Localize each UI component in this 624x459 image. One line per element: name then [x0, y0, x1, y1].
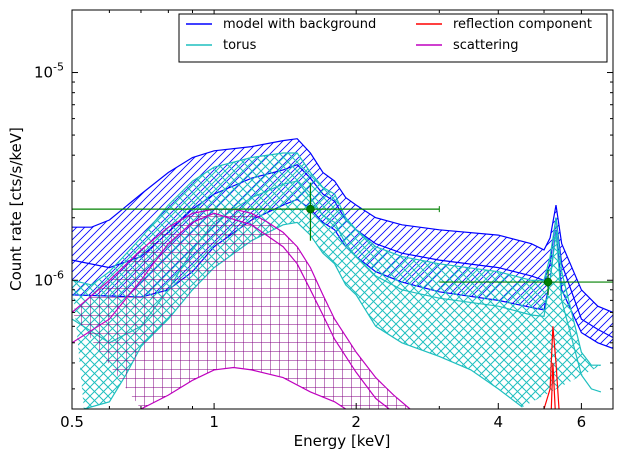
plot-frame: [71, 9, 614, 410]
legend-box: [178, 13, 608, 63]
y-tick-label: 10-6: [34, 268, 64, 289]
legend-label: reflection component: [453, 17, 592, 32]
data-marker: [306, 204, 315, 214]
legend-entry: scattering: [416, 38, 519, 53]
data-marker: [543, 277, 553, 287]
series-reflection-component: [543, 326, 560, 409]
x-axis-label: Energy [keV]: [294, 432, 391, 450]
legend: model with background torus reflection com…: [178, 13, 608, 63]
line-reflection-component-lower: [550, 362, 556, 409]
y-tick-label: 10-5: [34, 61, 64, 82]
x-tick-label: 4: [494, 413, 504, 431]
legend-entry: model with background: [186, 17, 376, 32]
line-torus-upper: [72, 152, 601, 366]
line-scattering-lower: [140, 366, 347, 409]
legend-label: torus: [223, 38, 257, 53]
data-point: [72, 182, 440, 241]
legend-label: model with background: [223, 17, 376, 32]
x-tick-label: 6: [577, 413, 587, 431]
x-tick-label: 2: [351, 413, 361, 431]
legend-label: scattering: [453, 38, 519, 53]
series-scattering: [72, 208, 411, 409]
legend-entry: torus: [186, 38, 257, 53]
axis-ticks: 0.5 1 2 4 6 10-5 10-6: [34, 9, 614, 431]
legend-entry: reflection component: [416, 17, 592, 32]
y-axis-label: Count rate [cts/s/keV]: [7, 127, 25, 291]
plot-area: [72, 138, 613, 409]
data-point: [439, 270, 613, 295]
x-tick-label: 1: [209, 413, 219, 431]
line-scattering-mid: [72, 212, 390, 409]
line-reflection-component-upper: [543, 326, 560, 409]
line-scattering-upper: [72, 208, 411, 409]
data-points: [72, 182, 613, 295]
line-model-with-background-upper: [72, 138, 613, 313]
x-tick-label: 0.5: [60, 413, 84, 431]
